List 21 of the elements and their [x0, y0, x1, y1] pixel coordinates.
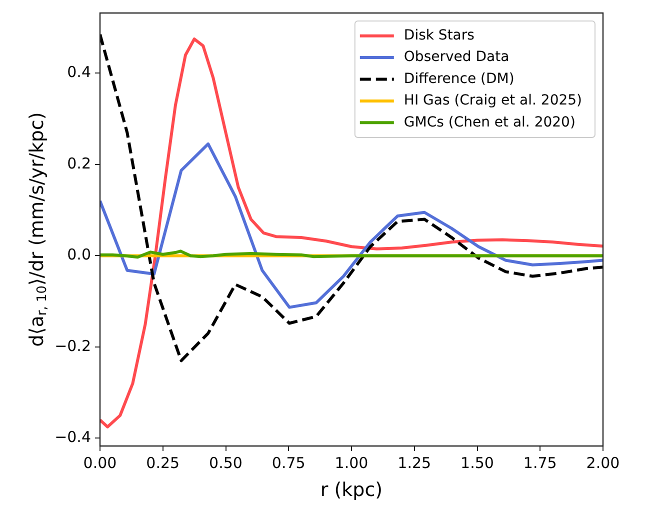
y-tick-label: 0.2: [67, 154, 91, 172]
x-tick-label: 2.00: [586, 454, 620, 472]
x-tick-label: 1.00: [334, 454, 368, 472]
y-tick-label: −0.2: [54, 336, 91, 355]
x-tick-label: 0.00: [83, 454, 117, 472]
x-tick-label: 0.50: [209, 454, 242, 472]
y-tick-label: 0.0: [67, 246, 91, 264]
x-tick-label: 0.75: [272, 454, 306, 472]
legend-label: HI Gas (Craig et al. 2025): [404, 92, 582, 109]
legend-label: Difference (DM): [404, 70, 514, 87]
x-tick-label: 0.25: [146, 454, 180, 472]
x-tick-label: 1.50: [460, 454, 494, 472]
legend-label: Disk Stars: [404, 27, 474, 44]
y-axis-title: d⟨ar, 10⟩/dr (mm/s/yr/kpc): [26, 112, 50, 347]
legend-label: Observed Data: [404, 49, 510, 66]
legend-label: GMCs (Chen et al. 2020): [404, 114, 576, 130]
x-axis-title: r (kpc): [320, 478, 383, 501]
y-tick-label: 0.4: [67, 63, 91, 82]
y-tick-label: −0.4: [54, 428, 91, 446]
x-tick-label: 1.25: [398, 454, 432, 472]
x-tick-label: 1.75: [523, 454, 557, 472]
